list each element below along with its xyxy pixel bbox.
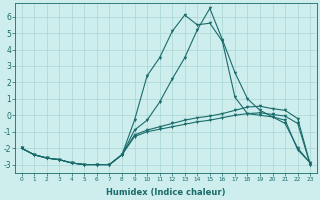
X-axis label: Humidex (Indice chaleur): Humidex (Indice chaleur) xyxy=(106,188,226,197)
